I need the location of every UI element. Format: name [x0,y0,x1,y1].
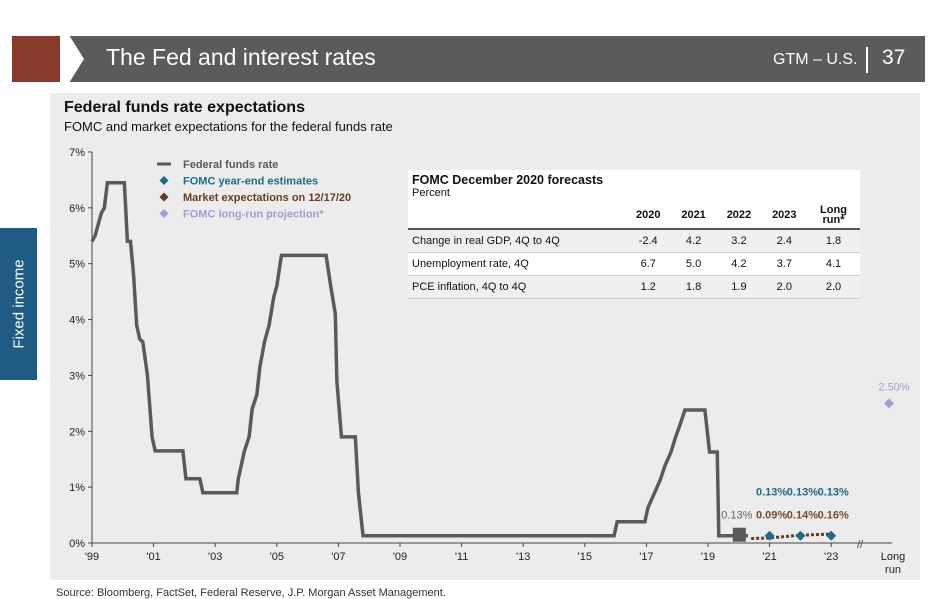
chart-title: Federal funds rate expectations [64,99,305,116]
fomc-estimate-marker [826,530,837,541]
table-row: Unemployment rate, 4Q 6.7 5.0 4.2 3.7 4.1 [408,252,860,276]
source-note: Source: Bloomberg, FactSet, Federal Rese… [56,587,446,599]
forecast-table: FOMC December 2020 forecasts Percent 202… [408,170,860,299]
cell: 5.0 [670,252,717,276]
x-tick-label-long-run: Long [881,551,905,563]
cell: 1.9 [716,275,762,299]
divider [866,47,868,73]
legend-diamond-icon [159,209,169,218]
page-number: 37 [882,46,906,69]
table-unit: Percent [412,187,450,199]
legend-label: Market expectations on 12/17/20 [183,192,351,204]
col-header: Long run* [807,202,860,230]
cell: 6.7 [625,252,671,276]
cell: Change in real GDP, 4Q to 4Q [408,229,626,253]
axis-break-icon: // [857,539,864,551]
table-header: 2020 2021 2022 2023 Long run* [408,202,860,230]
y-tick-label: 1% [69,482,85,494]
col-header: 2020 [625,202,671,230]
y-tick-label: 5% [69,259,85,271]
y-tick-label: 0% [69,538,85,550]
x-tick-label-long-run: run [885,564,901,576]
cell: 1.8 [670,275,717,299]
current-rate-marker [732,527,746,542]
legend-diamond-icon [159,176,169,185]
side-tab-fixed-income[interactable]: Fixed income [0,228,37,380]
table-row: Change in real GDP, 4Q to 4Q -2.4 4.2 3.2 2.… [408,229,860,253]
x-tick-label: '17 [639,551,653,563]
market-expectation-label: 0.09% [756,510,787,522]
y-tick-label: 7% [69,147,85,159]
legend-label: FOMC long-run projection* [183,209,324,221]
col-header: 2022 [716,202,762,230]
cell: Unemployment rate, 4Q [408,252,626,276]
col-header: 2021 [670,202,717,230]
page-title: The Fed and interest rates [106,44,376,70]
guide-tag: GTM – U.S. [773,51,858,68]
cell: PCE inflation, 4Q to 4Q [408,275,626,299]
y-tick-label: 3% [69,370,85,382]
y-tick-label: 2% [69,426,85,438]
legend-label: FOMC year-end estimates [183,176,318,188]
legend-diamond-icon [159,192,169,202]
x-tick-label: '05 [270,551,284,563]
col-header: 2023 [761,202,807,230]
cell: 3.7 [761,252,807,276]
current-rate-label: 0.13% [721,510,752,522]
x-tick-label: '07 [331,551,345,563]
x-tick-label: '09 [393,551,407,563]
header-bar [12,36,925,82]
x-tick-label: '13 [516,551,530,563]
cell: -2.4 [625,229,671,253]
x-tick-label: '01 [146,551,160,563]
cell: 1.2 [625,275,671,299]
market-expectation-label: 0.14% [787,510,818,522]
cell: 4.2 [716,252,762,276]
cell: 2.4 [761,229,807,253]
table-row: PCE inflation, 4Q to 4Q 1.2 1.8 1.9 2.0 2.0 [408,275,860,299]
cell: 1.8 [807,229,860,253]
y-tick-label: 6% [69,203,85,215]
x-tick-label: '19 [701,551,715,563]
x-tick-label: '21 [762,551,776,563]
legend-label: Federal funds rate [183,159,278,171]
long-run-label: 2.50% [878,381,909,393]
cell: 3.2 [716,229,762,253]
cell: 2.0 [807,275,860,299]
x-tick-label: '99 [85,551,99,563]
market-expectation-label: 0.16% [818,510,849,522]
fed-funds-line [90,180,749,538]
cell: 2.0 [761,275,807,299]
x-tick-label: '15 [578,551,592,563]
fomc-estimate-marker [764,530,775,541]
fomc-estimate-label: 0.13% [787,487,818,499]
cell: 4.1 [807,252,860,276]
x-tick-label: '23 [824,551,838,563]
cell: 4.2 [670,229,717,253]
x-tick-label: '11 [455,551,469,563]
market-expectations-line [751,532,832,541]
fomc-estimate-marker [795,530,806,541]
col-header [408,202,626,230]
fomc-estimate-label: 0.13% [818,487,849,499]
fomc-estimate-label: 0.13% [756,487,787,499]
chart-subtitle: FOMC and market expectations for the fed… [64,119,393,134]
x-tick-label: '03 [208,551,222,563]
y-tick-label: 4% [69,315,85,327]
table-title: FOMC December 2020 forecasts [412,173,604,187]
long-run-marker [884,398,894,409]
